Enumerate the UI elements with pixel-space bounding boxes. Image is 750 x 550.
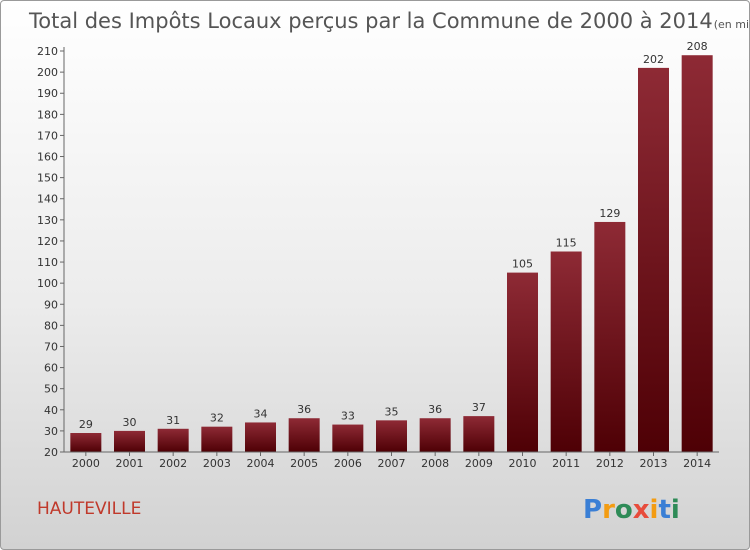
y-tick-label: 60 xyxy=(44,362,58,375)
bar-2006 xyxy=(332,424,364,452)
bar-2001 xyxy=(114,430,145,452)
value-label-2004: 34 xyxy=(254,407,268,420)
bar-2012 xyxy=(594,221,626,452)
value-label-2011: 115 xyxy=(556,237,577,250)
bar-2010 xyxy=(507,272,538,452)
value-labels: 29 30 31 32 34 36 33 35 36 37 105 115 129 202 208 xyxy=(79,40,708,431)
bar-2008 xyxy=(419,418,451,452)
value-label-2012: 129 xyxy=(599,207,620,220)
y-tick-label: 40 xyxy=(44,404,58,417)
value-label-2014: 208 xyxy=(687,40,708,53)
value-label-2007: 35 xyxy=(385,405,399,418)
x-tick-label-2000: 2000 xyxy=(72,457,100,470)
x-tick-label-2002: 2002 xyxy=(159,457,187,470)
y-tick-label: 120 xyxy=(37,235,58,248)
x-tick-label-2006: 2006 xyxy=(334,457,362,470)
logo-letter: P xyxy=(583,495,602,525)
x-tick-label-2012: 2012 xyxy=(596,457,624,470)
y-tick-label: 200 xyxy=(37,66,58,79)
x-tick-label-2014: 2014 xyxy=(683,457,711,470)
x-tick-label-2008: 2008 xyxy=(421,457,449,470)
bars xyxy=(70,55,713,452)
value-label-2000: 29 xyxy=(79,418,93,431)
logo-letter: i xyxy=(650,495,659,525)
y-tick-label: 170 xyxy=(37,129,58,142)
y-tick-label: 140 xyxy=(37,193,58,206)
x-tick-label-2011: 2011 xyxy=(552,457,580,470)
proxiti-logo-text: Proxiti xyxy=(583,495,680,525)
y-tick-label: 100 xyxy=(37,277,58,290)
x-tick-label-2009: 2009 xyxy=(465,457,493,470)
chart-title: Total des Impôts Locaux perçus par la Co… xyxy=(28,9,749,33)
x-tick-label-2003: 2003 xyxy=(203,457,231,470)
bar-2005 xyxy=(288,418,320,452)
logo-letter: t xyxy=(658,495,670,525)
bar-2014 xyxy=(681,55,713,452)
bar-2002 xyxy=(157,428,189,452)
x-tick-label-2001: 2001 xyxy=(116,457,144,470)
logo-letter: x xyxy=(633,495,650,525)
value-label-2002: 31 xyxy=(166,414,180,427)
y-tick-label: 30 xyxy=(44,425,58,438)
x-tick-label-2004: 2004 xyxy=(247,457,275,470)
value-label-2009: 37 xyxy=(472,401,486,414)
chart-title-main: Total des Impôts Locaux perçus par la Co… xyxy=(28,9,713,33)
y-tick-label: 90 xyxy=(44,298,58,311)
value-label-2010: 105 xyxy=(512,258,533,271)
y-tick-label: 70 xyxy=(44,340,58,353)
bar-2007 xyxy=(376,420,407,452)
value-label-2013: 202 xyxy=(643,53,664,66)
y-tick-label: 180 xyxy=(37,108,58,121)
x-tick-label-2013: 2013 xyxy=(640,457,668,470)
bar-2000 xyxy=(70,433,102,452)
chart-title-unit: (en milliers d'€) xyxy=(714,18,749,31)
value-label-2005: 36 xyxy=(297,403,311,416)
value-label-2008: 36 xyxy=(428,403,442,416)
x-tick-label-2005: 2005 xyxy=(290,457,318,470)
logo-letter: o xyxy=(615,495,633,525)
value-label-2006: 33 xyxy=(341,410,355,423)
bar-2009 xyxy=(463,416,495,452)
y-axis: 20 30 40 50 60 70 80 90 100 110 120 130 140 150 160 170… xyxy=(37,45,65,459)
bar-2011 xyxy=(550,251,582,452)
x-tick-label-2007: 2007 xyxy=(378,457,406,470)
y-tick-label: 210 xyxy=(37,45,58,58)
proxiti-logo: Proxiti xyxy=(583,495,680,525)
bar-2003 xyxy=(201,426,233,452)
bar-2004 xyxy=(245,422,276,452)
logo-letter: r xyxy=(602,495,615,525)
y-tick-label: 160 xyxy=(37,151,58,164)
value-label-2003: 32 xyxy=(210,412,224,425)
value-label-2001: 30 xyxy=(123,416,137,429)
y-tick-label: 130 xyxy=(37,214,58,227)
y-tick-label: 110 xyxy=(37,256,58,269)
y-tick-label: 190 xyxy=(37,87,58,100)
x-tick-label-2010: 2010 xyxy=(509,457,537,470)
bar-2013 xyxy=(638,67,669,452)
y-tick-label: 150 xyxy=(37,172,58,185)
y-tick-label: 20 xyxy=(44,446,58,459)
y-tick-label: 50 xyxy=(44,383,58,396)
logo-letter: i xyxy=(671,495,680,525)
y-tick-label: 80 xyxy=(44,319,58,332)
commune-name: HAUTEVILLE xyxy=(37,499,141,519)
x-axis: 2000 2001 2002 2003 2004 2005 2006 2007 2008 2009… xyxy=(64,451,719,470)
